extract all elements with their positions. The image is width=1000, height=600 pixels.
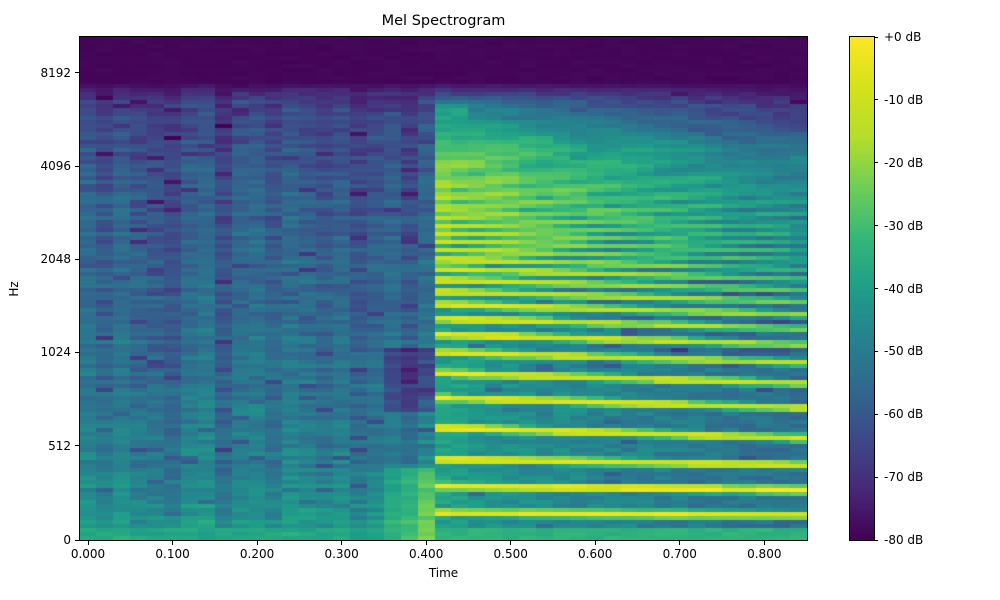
colorbar-tick: [874, 225, 878, 227]
colorbar-tick: [874, 99, 878, 101]
colorbar-tick: [874, 36, 878, 38]
colorbar-tick-label: -80 dB: [884, 533, 924, 547]
colorbar-tick: [874, 413, 878, 415]
y-axis-label: Hz: [7, 281, 21, 297]
x-tick-label: 0.600: [578, 547, 613, 561]
x-tick-label: 0.400: [408, 547, 444, 561]
y-tick-label: 512: [48, 438, 71, 453]
x-axis-label: Time: [428, 566, 459, 580]
y-tick-label: 0: [63, 533, 71, 547]
colorbar-tick: [874, 350, 878, 352]
colorbar-tick-label: +0 dB: [884, 30, 922, 44]
colorbar-tick: [874, 288, 878, 289]
x-tick: [341, 541, 343, 545]
colorbar-tick-label: -50 dB: [884, 344, 924, 359]
colorbar-tick-label: -40 dB: [884, 281, 924, 296]
x-tick-label: 0.800: [747, 547, 782, 561]
colorbar-tick-label: -30 dB: [884, 218, 924, 233]
x-tick: [679, 541, 681, 545]
y-tick: [75, 165, 79, 167]
x-tick: [425, 541, 427, 545]
y-tick: [75, 258, 79, 260]
y-tick-label: 2048: [40, 252, 71, 267]
y-tick: [75, 539, 79, 541]
y-tick-label: 4096: [40, 159, 71, 174]
x-tick: [510, 541, 512, 545]
colorbar-tick: [874, 476, 878, 478]
chart-title: Mel Spectrogram: [381, 13, 506, 29]
x-tick-label: 0.000: [70, 547, 106, 561]
x-tick-label: 0.300: [324, 547, 359, 561]
x-tick: [763, 541, 765, 545]
x-tick: [256, 541, 258, 545]
colorbar-tick-label: -20 dB: [884, 155, 924, 170]
colorbar-tick-label: -60 dB: [884, 407, 924, 422]
colorbar-tick: [874, 162, 878, 164]
x-tick-label: 0.200: [239, 547, 275, 561]
colorbar: [849, 36, 875, 541]
y-tick: [75, 351, 79, 353]
x-tick: [87, 541, 89, 545]
plot-area: [79, 36, 808, 541]
x-tick-label: 0.700: [662, 547, 697, 561]
y-tick-label: 1024: [40, 345, 71, 360]
colorbar-tick: [874, 539, 878, 541]
colorbar-canvas: [850, 37, 874, 540]
x-tick: [594, 541, 596, 545]
x-tick-label: 0.100: [155, 547, 190, 561]
colorbar-tick-label: -70 dB: [884, 470, 924, 485]
colorbar-tick-label: -10 dB: [884, 92, 924, 107]
y-tick-label: 8192: [40, 65, 71, 80]
spectrogram-canvas: [80, 37, 807, 540]
y-tick: [75, 445, 79, 447]
x-tick-label: 0.500: [493, 547, 528, 561]
y-tick: [75, 72, 79, 74]
x-tick: [172, 541, 174, 545]
